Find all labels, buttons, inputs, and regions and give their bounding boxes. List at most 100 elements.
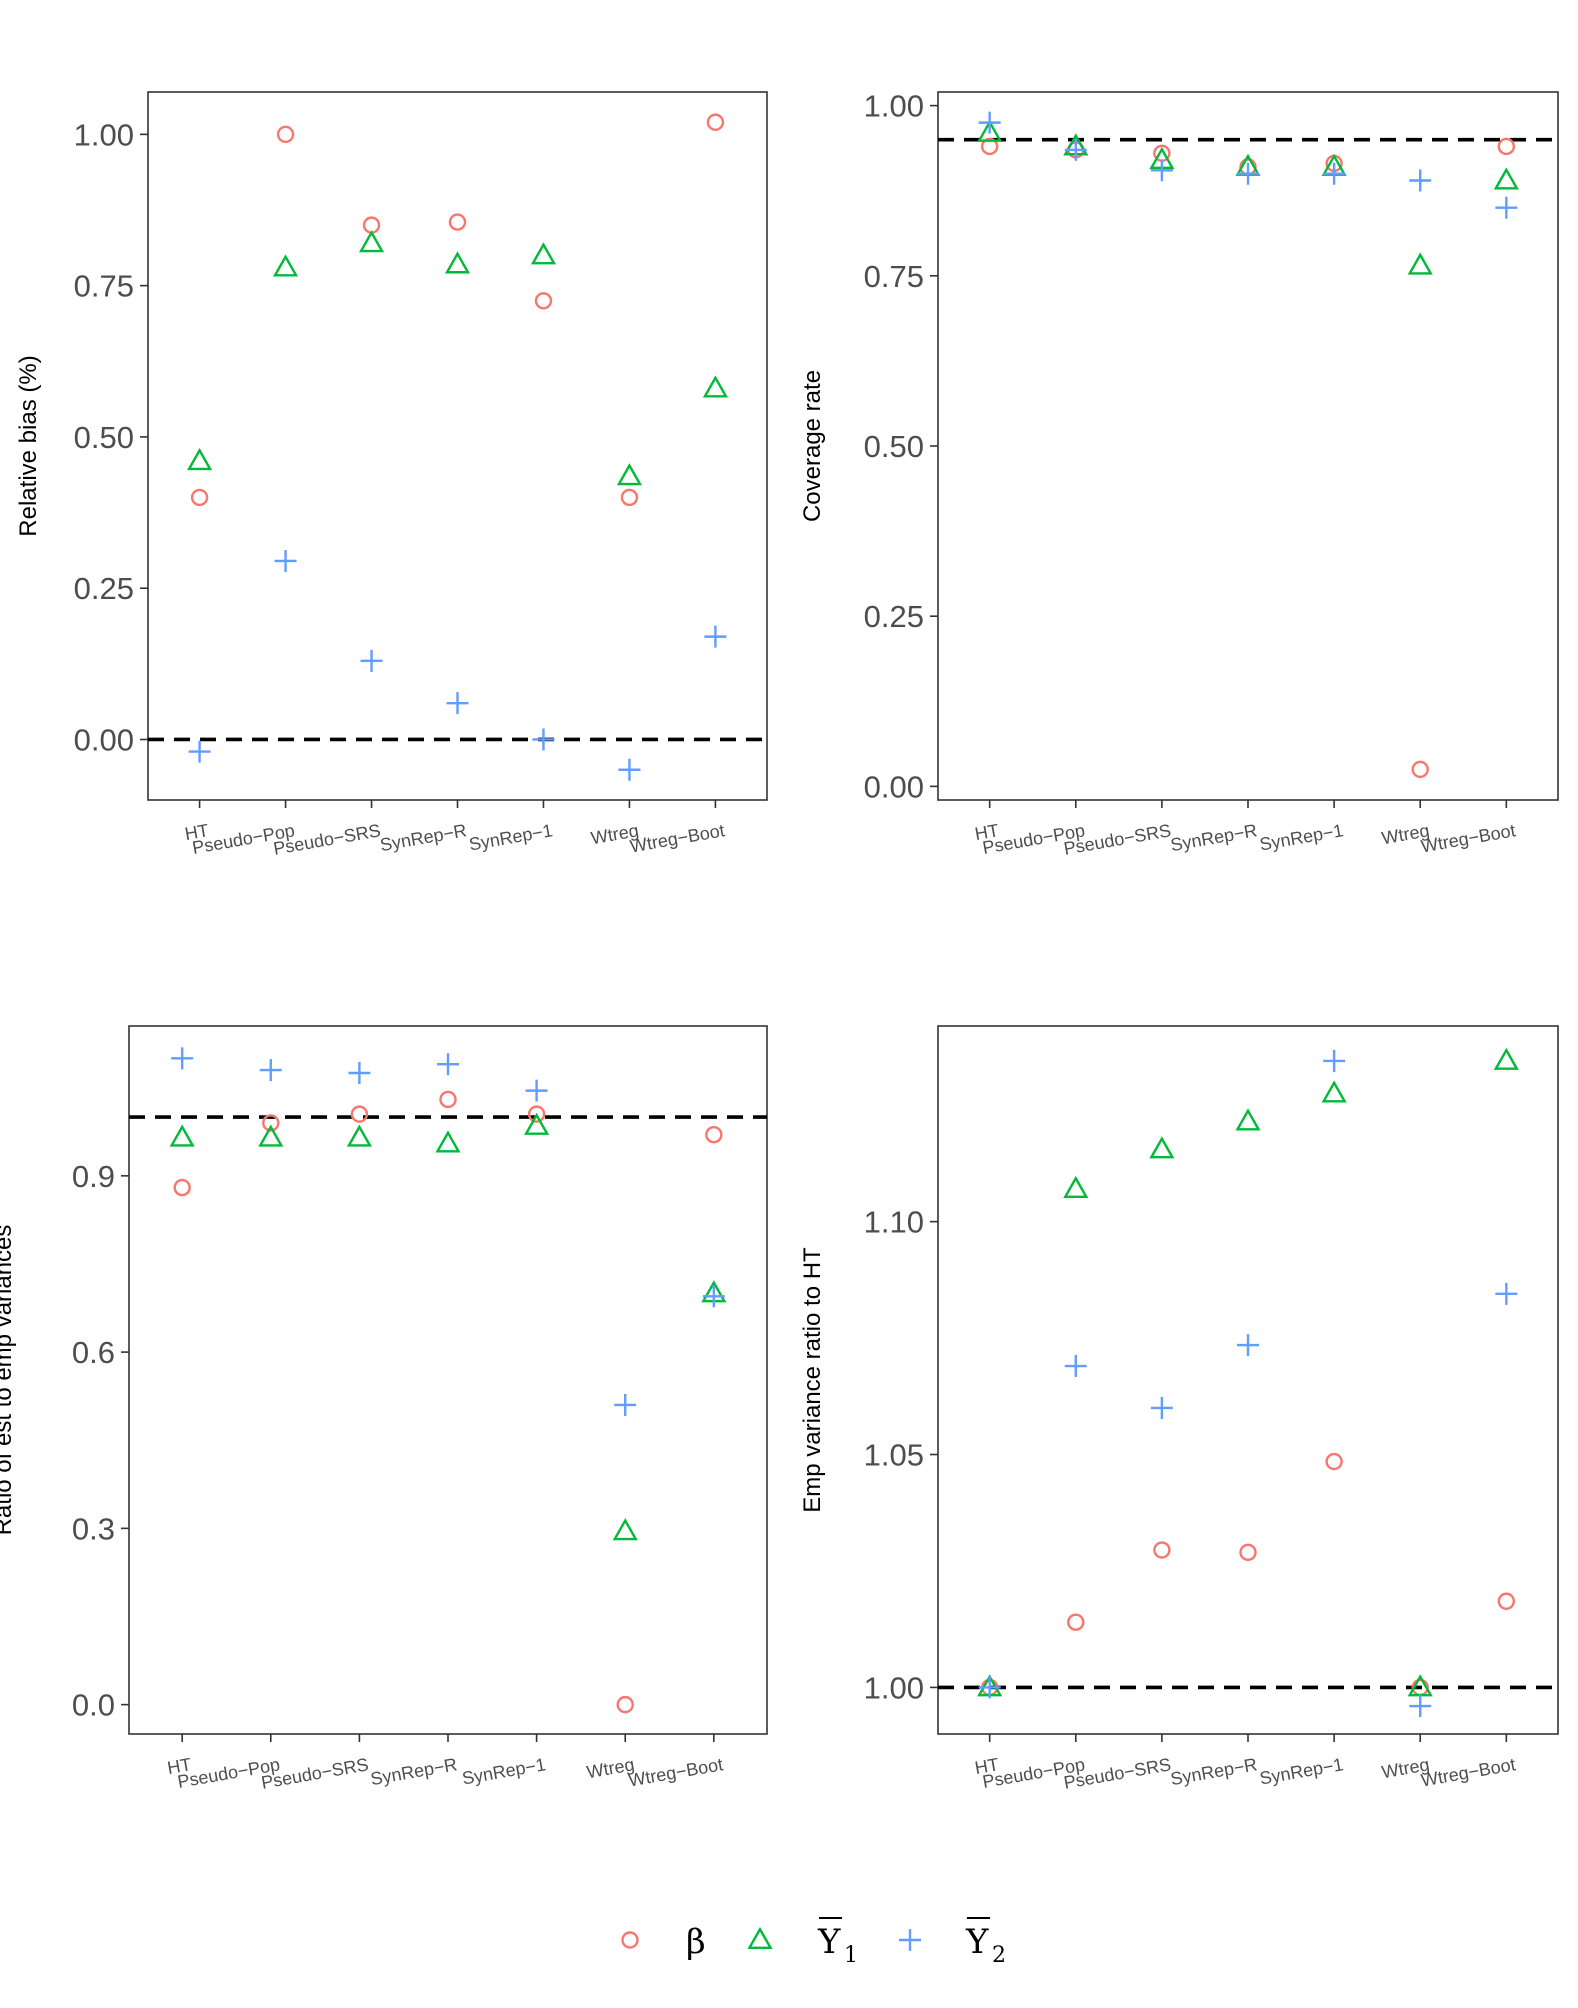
point-y2-4 <box>446 692 469 715</box>
y-tick-label: 0.00 <box>864 769 924 804</box>
point-y2-5 <box>1323 1049 1346 1072</box>
point-beta-1 <box>173 1178 191 1197</box>
point-beta-7 <box>1497 137 1516 156</box>
point-beta-6 <box>620 488 639 507</box>
point-y2-7 <box>702 1285 725 1308</box>
point-y1-2 <box>272 254 299 277</box>
point-y1-3 <box>346 1124 372 1147</box>
x-tick-label: HT <box>973 820 1000 844</box>
point-y1-4 <box>444 251 471 274</box>
point-beta-1 <box>980 137 999 156</box>
point-y2-1 <box>171 1047 194 1070</box>
point-y1-7 <box>1493 1047 1519 1070</box>
point-y1-6 <box>612 1518 638 1541</box>
point-y2-6 <box>1409 1695 1432 1718</box>
panel-border <box>147 91 768 801</box>
y-tick-label: 0.9 <box>72 1159 115 1194</box>
point-y1-2 <box>1063 1175 1089 1199</box>
y-axis-title: Relative bias (%) <box>15 355 42 536</box>
y-tick-label: 1.00 <box>74 117 134 152</box>
point-beta-6 <box>1411 760 1429 779</box>
point-beta-3 <box>1153 1541 1171 1559</box>
point-y2-2 <box>274 549 297 572</box>
x-tick-label: SynRep−1 <box>1258 820 1345 854</box>
y-tick-label: 1.00 <box>864 89 924 124</box>
point-y2-4 <box>1237 1334 1259 1357</box>
point-y1-5 <box>530 242 557 265</box>
point-beta-4 <box>448 213 467 231</box>
y-tick-label: 0.0 <box>72 1688 115 1723</box>
x-tick-label: SynRep−1 <box>1258 1754 1345 1788</box>
point-y2-2 <box>259 1059 282 1082</box>
point-y2-3 <box>1150 159 1173 182</box>
x-tick-label: HT <box>166 1754 193 1778</box>
point-y2-5 <box>525 1079 548 1102</box>
point-y2-2 <box>1064 1355 1087 1378</box>
y-tick-label: 0.50 <box>864 429 924 464</box>
point-y2-7 <box>1495 196 1518 219</box>
circle-icon <box>621 1931 639 1949</box>
point-beta-4 <box>1239 1543 1257 1562</box>
x-tick-label: Wtreg−Boot <box>1419 820 1517 856</box>
panel-border <box>937 91 1559 801</box>
point-beta-6 <box>616 1695 634 1714</box>
point-y2-5 <box>532 728 555 751</box>
point-beta-4 <box>439 1090 457 1109</box>
triangle-icon <box>747 1926 773 1949</box>
point-beta-5 <box>1325 1452 1343 1471</box>
point-y1-6 <box>1407 252 1433 275</box>
point-y1-4 <box>1235 1108 1261 1131</box>
y-tick-label: 0.3 <box>72 1511 115 1546</box>
point-beta-7 <box>1497 1592 1516 1610</box>
point-y2-3 <box>348 1062 371 1084</box>
point-beta-1 <box>190 488 209 507</box>
point-y1-1 <box>187 447 213 471</box>
x-tick-label: SynRep−1 <box>467 820 554 854</box>
y-tick-label: 0.75 <box>864 259 924 294</box>
x-tick-label: Wtreg−Boot <box>629 820 727 856</box>
panel-border <box>128 1025 768 1735</box>
panel-border <box>937 1025 1559 1735</box>
y-tick-label: 0.25 <box>74 571 134 606</box>
x-tick-label: SynRep−1 <box>461 1754 548 1788</box>
y-axis-title: Ratio of est to emp variances <box>0 1225 17 1536</box>
point-beta-2 <box>1067 1613 1085 1631</box>
point-y2-2 <box>1064 138 1087 161</box>
point-y1-7 <box>702 375 728 398</box>
point-y1-5 <box>1321 1080 1347 1103</box>
y-tick-label: 1.00 <box>864 1670 924 1705</box>
point-y2-3 <box>360 649 383 672</box>
point-y2-6 <box>618 758 641 781</box>
point-beta-5 <box>534 292 553 310</box>
y-tick-label: 1.10 <box>864 1205 924 1240</box>
point-beta-5 <box>527 1105 546 1123</box>
point-y2-6 <box>614 1393 637 1416</box>
point-beta-2 <box>262 1114 280 1132</box>
y-tick-label: 0.6 <box>72 1335 115 1370</box>
legend-label-y2: Y <box>965 1922 989 1962</box>
point-y2-1 <box>188 740 211 763</box>
y-tick-label: 1.05 <box>864 1438 924 1473</box>
y-tick-label: 0.25 <box>864 599 924 634</box>
legend-label-y1: Y <box>817 1922 841 1962</box>
point-y2-4 <box>1237 162 1259 185</box>
point-y2-6 <box>1409 169 1432 192</box>
plus-icon <box>899 1929 921 1951</box>
y-tick-label: 0.50 <box>74 420 134 455</box>
point-beta-7 <box>706 113 725 131</box>
panel-2: 0.000.250.500.751.00HTPseudo−PopPseudo−S… <box>799 89 1559 859</box>
x-tick-label: Wtreg−Boot <box>627 1754 725 1790</box>
point-y2-4 <box>437 1053 459 1076</box>
y-axis-title: Coverage rate <box>799 370 826 522</box>
point-y2-7 <box>704 625 727 648</box>
panels: 0.000.250.500.751.00HTPseudo−PopPseudo−S… <box>0 89 1559 1793</box>
x-tick-label: SynRep−R <box>1169 1754 1259 1789</box>
point-y2-5 <box>1323 162 1346 185</box>
point-y1-1 <box>169 1124 195 1147</box>
point-y1-2 <box>258 1124 284 1147</box>
x-tick-label: SynRep−R <box>378 820 468 855</box>
x-tick-label: HT <box>973 1754 1000 1778</box>
